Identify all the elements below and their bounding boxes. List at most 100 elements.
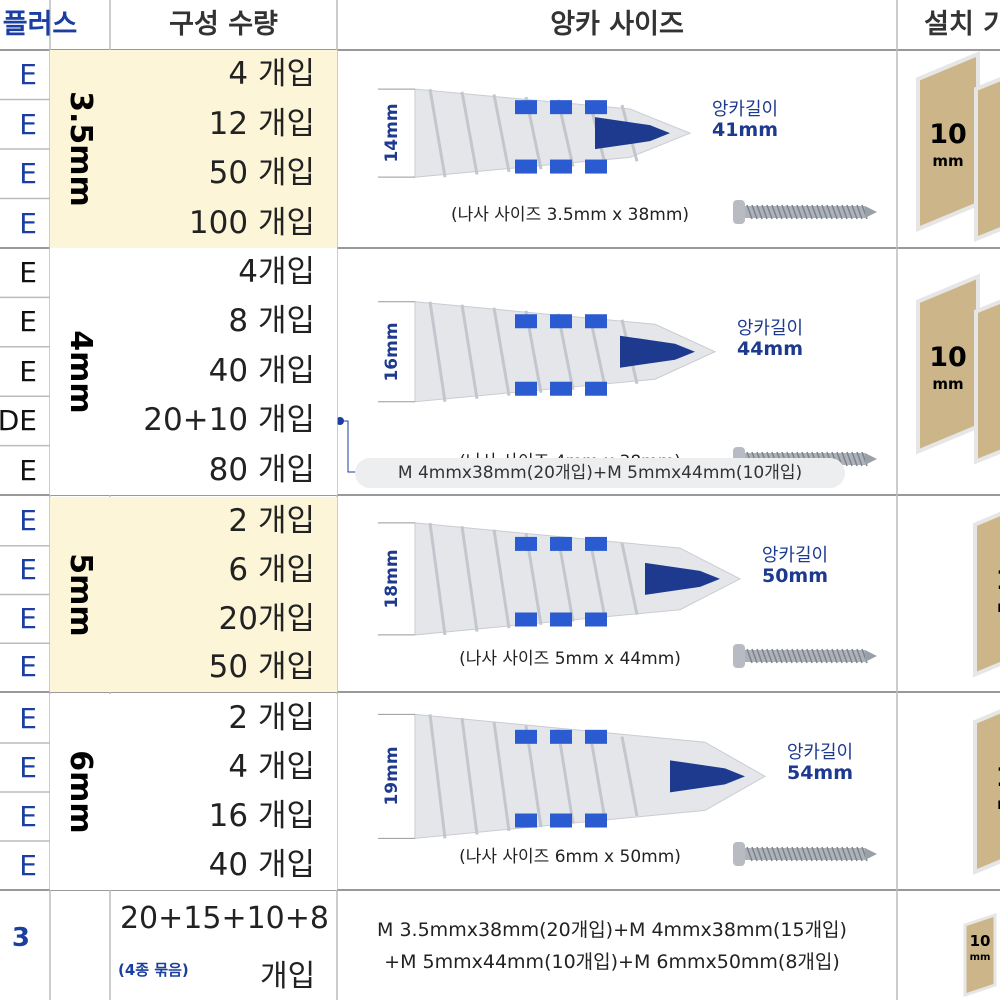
board-unit: m (980, 598, 1000, 616)
connector (340, 420, 358, 473)
board (973, 709, 1000, 875)
screw-thread (841, 451, 848, 467)
thread (460, 526, 479, 632)
screw-size: (나사 사이즈 3.5mm x 38mm) (450, 205, 690, 225)
screw-thread (851, 846, 858, 862)
code: E (19, 601, 37, 635)
fin (515, 612, 537, 627)
anchor-height: 18mm (382, 549, 402, 609)
code: E (19, 206, 37, 240)
qty: 40 개입 (208, 352, 315, 389)
anchor-label: 앙카길이 (786, 742, 854, 764)
screw-thread (751, 204, 758, 220)
thread (460, 91, 479, 175)
code: DE (0, 404, 37, 438)
qty-cell (110, 594, 337, 644)
board-num: 10 (929, 341, 967, 373)
qty-cell (110, 346, 337, 397)
board-unit: mm (932, 374, 964, 393)
screw-thread (816, 648, 823, 664)
thread (556, 728, 575, 824)
screw-thread (831, 648, 838, 664)
screw-thread (756, 204, 763, 220)
board (973, 511, 1000, 678)
qty: 20+10 개입 (143, 402, 315, 439)
screw-thread (746, 648, 753, 664)
size-cell (50, 694, 110, 890)
screw-thread (766, 648, 773, 664)
screw-tip (865, 453, 877, 465)
anchor-length: 44mm (736, 337, 804, 360)
code: E (19, 751, 37, 784)
code: E (19, 256, 37, 289)
thread (428, 714, 447, 839)
thread (492, 307, 511, 396)
screw-thread (791, 846, 798, 862)
screw-thread (801, 846, 808, 862)
code: E (19, 650, 37, 684)
screw-thread (851, 451, 858, 467)
anchor-height: 16mm (382, 322, 402, 382)
screw-tip (865, 848, 877, 860)
qty: 50 개입 (208, 649, 315, 686)
screw-thread (781, 846, 788, 862)
qty-cell (110, 99, 337, 149)
thread (620, 542, 639, 616)
screw-thread (796, 846, 803, 862)
board (974, 77, 1000, 242)
fin (550, 729, 572, 744)
screw-thread (746, 204, 753, 220)
screw-thread (826, 846, 833, 862)
anchor-height: 19mm (382, 746, 402, 806)
code: E (19, 354, 37, 388)
header-cell: 플러스 (2, 9, 78, 40)
screw-thread (761, 846, 768, 862)
qty: 4 개입 (228, 56, 315, 92)
fin (550, 536, 572, 551)
board-unit: mm (969, 952, 991, 963)
screw-thread (786, 648, 793, 664)
screw-thread (856, 846, 863, 862)
fin (585, 159, 607, 174)
screw-thread (756, 648, 763, 664)
screw-thread (821, 846, 828, 862)
fin (550, 813, 572, 828)
screw-thread (851, 648, 858, 664)
bundle-sub: (4종 묶음) (118, 961, 189, 979)
qty: 2 개입 (228, 503, 315, 539)
qty: 20개입 (218, 600, 316, 637)
bundle-code: 3 (11, 923, 30, 953)
screw-thread (801, 648, 808, 664)
board-num: 1 (980, 565, 1000, 596)
fin (550, 612, 572, 627)
screw-thread (786, 204, 793, 220)
code: E (19, 58, 37, 91)
code: E (19, 453, 37, 487)
screw-thread (806, 846, 813, 862)
screw-thread (781, 648, 788, 664)
screw-thread (771, 648, 778, 664)
fin (585, 381, 607, 396)
screw-thread (816, 846, 823, 862)
screw-thread (776, 648, 783, 664)
screw-size: (나사 사이즈 5mm x 44mm) (459, 649, 681, 669)
anchor-tip (645, 562, 720, 595)
screw-thread (766, 204, 773, 220)
board-num: 10 (969, 932, 991, 950)
qty: 80 개입 (208, 451, 315, 488)
fin (585, 813, 607, 828)
thread (588, 539, 607, 619)
anchor-length: 50mm (761, 564, 829, 587)
screw-thread (776, 846, 783, 862)
fin (550, 381, 572, 396)
screw-thread (821, 648, 828, 664)
screw-thread (746, 846, 753, 862)
screw-thread (811, 846, 818, 862)
screw-thread (756, 846, 763, 862)
qty-cell (110, 545, 337, 595)
thread (428, 522, 447, 636)
code: E (19, 800, 37, 833)
screw-thread (856, 204, 863, 220)
thread (460, 304, 479, 399)
